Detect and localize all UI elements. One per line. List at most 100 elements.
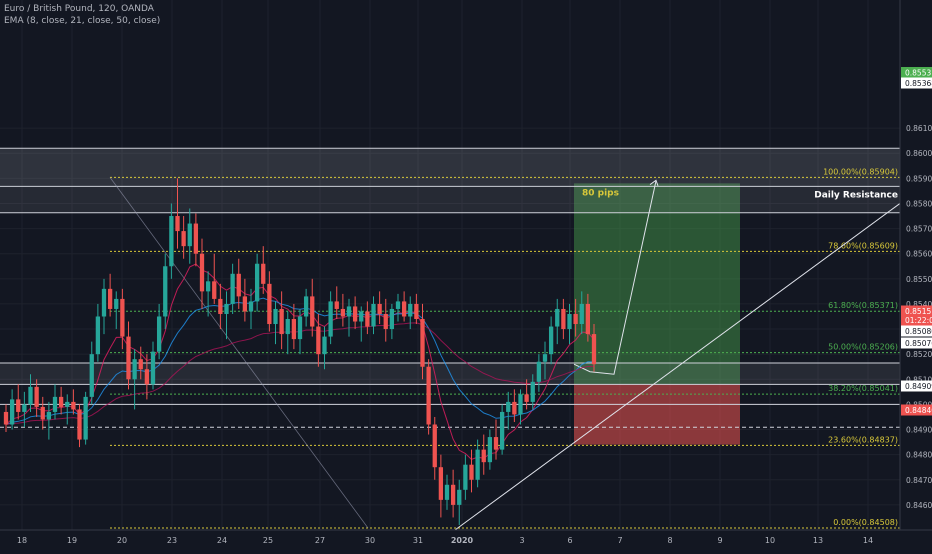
fibonacci-levels: 100.00%(0.85904) 78.60%(0.85609) 61.80%(0.… — [110, 167, 900, 529]
candle-body — [340, 308, 346, 317]
candle-body — [303, 296, 309, 317]
candle-body — [199, 253, 205, 292]
candle-body — [279, 308, 284, 335]
candle-body — [438, 467, 444, 500]
candle-body — [334, 301, 339, 309]
candle-body — [414, 303, 419, 320]
candle-body — [126, 336, 131, 380]
resistance-zone — [0, 186, 900, 213]
time-tick-label: 13 — [813, 536, 823, 545]
time-tick-label: 19 — [67, 536, 77, 545]
candle-body — [34, 386, 39, 407]
candle-body — [457, 489, 462, 505]
candle-body — [518, 394, 523, 415]
fib-label: 0.00%(0.84508) — [833, 518, 898, 527]
candle-body — [530, 381, 535, 402]
annotations: 80 pips Daily Resistance — [582, 188, 898, 200]
time-tick-label: 25 — [263, 536, 273, 545]
candle-body — [150, 351, 156, 385]
price-tag-label: 0.85151 — [905, 307, 932, 316]
target-pips-label: 80 pips — [582, 188, 619, 198]
candle-body — [16, 399, 21, 412]
candle-body — [506, 401, 511, 412]
candle-body — [169, 216, 174, 267]
candle-body — [359, 311, 364, 322]
candle-body — [371, 303, 376, 327]
symbol-title: Euro / British Pound, 120, OANDA — [4, 4, 154, 14]
time-axis: 18 19 20 23 24 25 27 30 31 2020 3 6 7 8 9 10 13 14 — [0, 529, 932, 550]
fib-label: 23.60%(0.84837) — [828, 435, 898, 444]
time-tick-label: 3 — [519, 536, 524, 545]
candle-body — [346, 306, 352, 317]
uptrend-line — [454, 203, 901, 531]
indicator-label: EMA (8, close, 21, close, 50, close) — [4, 16, 161, 26]
candle-body — [591, 334, 597, 365]
price-tag-label: 0.85076 — [905, 339, 932, 348]
candle-body — [89, 354, 94, 397]
candle-body — [83, 396, 88, 440]
price-tag-label: 0.85368 — [905, 79, 932, 88]
candle-body — [499, 411, 505, 450]
candle-body — [432, 424, 437, 468]
resistance-zone — [0, 148, 900, 187]
time-tick-label: 10 — [765, 536, 775, 545]
price-tag — [901, 325, 932, 337]
candle-body — [71, 401, 76, 410]
price-tag — [901, 380, 932, 392]
candle-body — [310, 296, 315, 327]
candle-body — [175, 216, 180, 232]
candle-body — [65, 401, 70, 407]
candle-body — [365, 311, 370, 327]
candle-body — [389, 308, 395, 330]
candle-body — [352, 306, 358, 322]
price-tag — [901, 314, 932, 326]
time-tick-label: 7 — [617, 536, 622, 545]
candle-body — [408, 303, 413, 317]
candle-body — [132, 359, 137, 380]
candle-body — [40, 406, 45, 420]
position-boxes — [574, 183, 740, 445]
candle-body — [9, 399, 15, 425]
candle-body — [254, 263, 260, 302]
chart-legend: Euro / British Pound, 120, OANDA EMA (8,… — [4, 3, 160, 27]
candle-body — [101, 288, 107, 317]
candle-body — [205, 281, 211, 292]
candle-body — [395, 301, 401, 309]
candle-body — [3, 411, 9, 425]
candle-body — [46, 411, 52, 420]
fib-label: 61.80%(0.85371) — [828, 301, 898, 310]
candle-body — [144, 369, 150, 385]
price-tag — [901, 77, 932, 89]
fib-label: 100.00%(0.85904) — [823, 167, 898, 176]
candle-body — [187, 223, 192, 247]
candle-body — [481, 449, 486, 463]
candle-body — [193, 223, 199, 254]
candle-body — [230, 273, 235, 304]
time-tick-label: 23 — [167, 536, 177, 545]
candle-body — [120, 298, 125, 337]
candle-body — [493, 437, 499, 450]
candle-body — [450, 484, 456, 505]
time-tick-label: 27 — [315, 536, 325, 545]
time-tick-label: 8 — [667, 536, 672, 545]
candle-body — [444, 484, 450, 500]
price-tag-label: 01:22:07 — [905, 316, 932, 325]
candle-body — [218, 298, 223, 314]
time-tick-label: 6 — [567, 536, 572, 545]
candle-body — [322, 336, 327, 355]
price-tag — [901, 305, 932, 317]
candle-body — [22, 404, 27, 412]
candle-body — [181, 231, 186, 247]
candle-body — [212, 281, 217, 299]
